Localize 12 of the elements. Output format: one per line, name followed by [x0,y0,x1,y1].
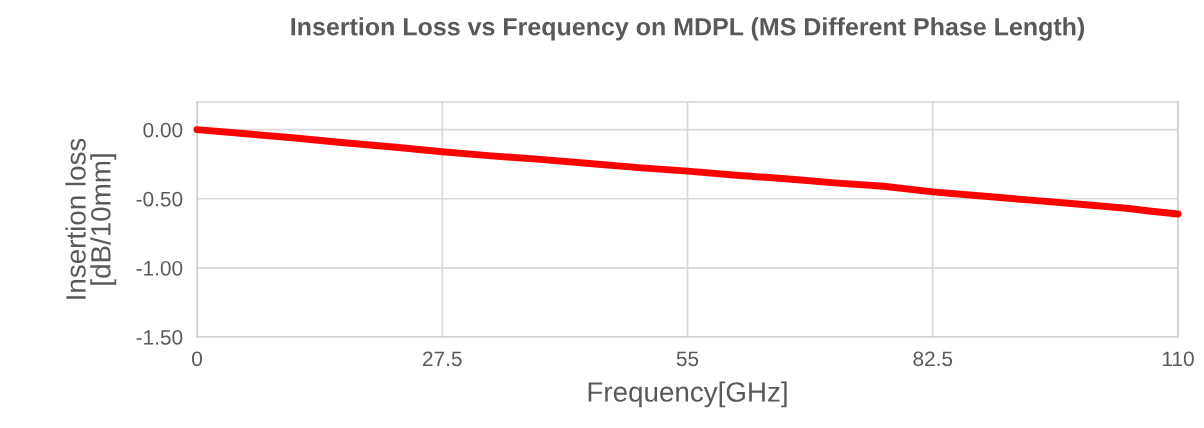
x-tick-label: 110 [1162,351,1194,367]
x-tick-label: 55 [676,351,699,367]
y-tick-label: 0.00 [143,122,183,138]
x-tick-label: 0 [192,351,202,367]
y-tick-label: -1.00 [136,260,183,276]
y-tick-label: -1.50 [136,330,183,345]
x-tick-label: 27.5 [423,351,462,367]
x-axis-title: Frequency[GHz] [588,381,787,408]
chart-title: Insertion Loss vs Frequency on MDPL (MS Different Phase Length) [291,17,1085,41]
y-tick-label: -0.50 [136,191,183,207]
x-tick-label: 82.5 [913,351,953,367]
y-axis-title: Insertion loss [dB/10mm] [65,138,117,299]
